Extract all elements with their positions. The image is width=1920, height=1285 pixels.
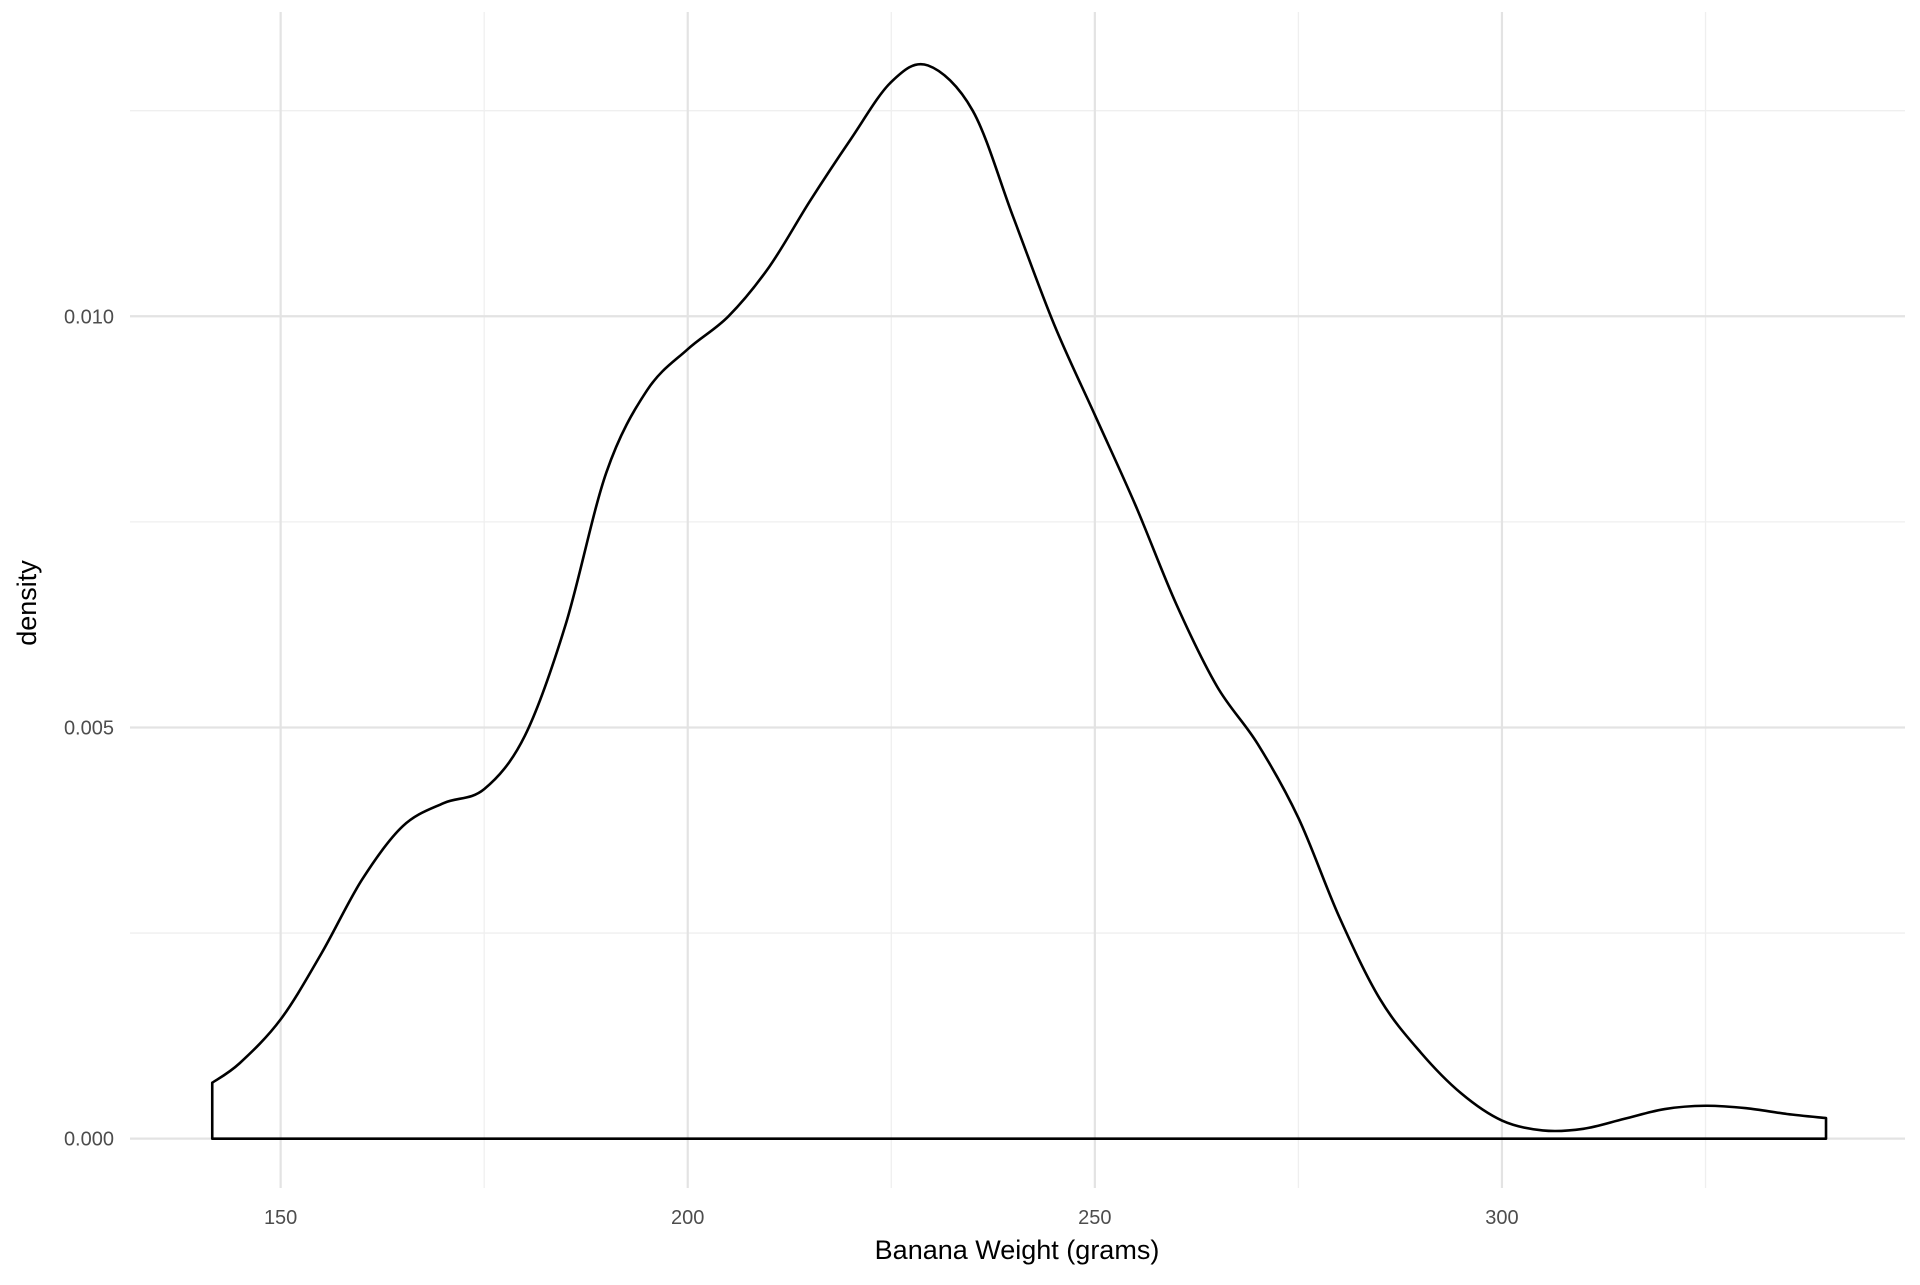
grid-lines — [130, 12, 1905, 1188]
y-tick-label: 0.005 — [64, 717, 114, 739]
x-tick-label: 200 — [671, 1207, 704, 1229]
y-tick-label: 0.010 — [64, 306, 114, 328]
tick-labels: 150 200 250 300 0.000 0.005 0.010 — [64, 306, 1519, 1229]
y-tick-label: 0.000 — [64, 1129, 114, 1151]
x-tick-label: 300 — [1485, 1207, 1518, 1229]
x-tick-label: 150 — [264, 1207, 297, 1229]
density-curve-layer — [210, 62, 1828, 1140]
x-axis-title: Banana Weight (grams) — [875, 1235, 1160, 1265]
density-curve — [210, 62, 1828, 1140]
x-tick-label: 250 — [1078, 1207, 1111, 1229]
y-axis-title: density — [12, 560, 42, 646]
